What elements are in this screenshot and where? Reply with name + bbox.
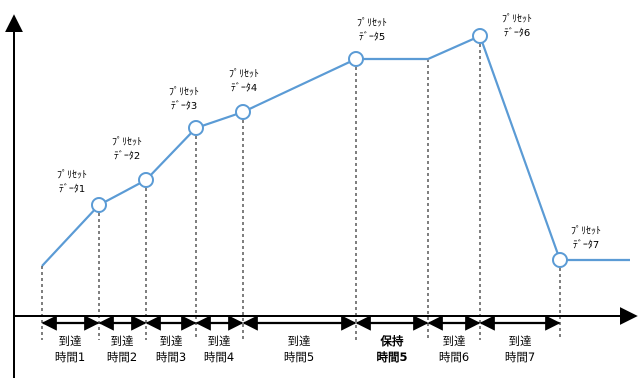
preset-label-top: ﾌﾟﾘｾｯﾄ bbox=[169, 86, 199, 98]
preset-marker-4 bbox=[235, 104, 251, 120]
preset-label-bottom: ﾃﾞｰﾀ1 bbox=[59, 183, 85, 195]
interval-label-top: 到達 bbox=[160, 334, 183, 348]
interval-label-bottom: 時間6 bbox=[439, 350, 469, 364]
profile-line bbox=[41, 34, 630, 267]
interval-label-bottom: 時間1 bbox=[55, 350, 85, 364]
preset-label-top: ﾌﾟﾘｾｯﾄ bbox=[502, 13, 532, 25]
preset-label-bottom: ﾃﾞｰﾀ4 bbox=[231, 82, 257, 94]
preset-label-bottom: ﾃﾞｰﾀ3 bbox=[171, 100, 197, 112]
preset-marker-5 bbox=[348, 51, 364, 67]
interval-label-top: 到達 bbox=[208, 334, 231, 348]
interval-label-bottom: 時間4 bbox=[204, 350, 234, 364]
interval-label-top: 到達 bbox=[509, 334, 532, 348]
preset-label-top: ﾌﾟﾘｾｯﾄ bbox=[357, 17, 387, 29]
preset-label-bottom: ﾃﾞｰﾀ7 bbox=[573, 239, 599, 251]
preset-label-bottom: ﾃﾞｰﾀ2 bbox=[114, 150, 140, 162]
preset-label-bottom: ﾃﾞｰﾀ6 bbox=[504, 27, 530, 39]
interval-label-top: 到達 bbox=[59, 334, 82, 348]
preset-label-top: ﾌﾟﾘｾｯﾄ bbox=[571, 225, 601, 237]
interval-label-top: 到達 bbox=[111, 334, 134, 348]
interval-label-bottom: 時間7 bbox=[505, 350, 535, 364]
preset-marker-1 bbox=[91, 197, 107, 213]
preset-markers bbox=[91, 28, 568, 268]
preset-label-top: ﾌﾟﾘｾｯﾄ bbox=[57, 169, 87, 181]
interval-label-bottom: 時間5 bbox=[376, 350, 407, 364]
preset-marker-2 bbox=[138, 172, 154, 188]
preset-marker-8 bbox=[552, 252, 568, 268]
preset-label-top: ﾌﾟﾘｾｯﾄ bbox=[229, 68, 259, 80]
interval-label-bottom: 時間2 bbox=[107, 350, 137, 364]
interval-label-bottom: 時間3 bbox=[156, 350, 186, 364]
interval-label-top: 保持 bbox=[380, 334, 404, 348]
preset-label-top: ﾌﾟﾘｾｯﾄ bbox=[112, 136, 142, 148]
preset-marker-3 bbox=[188, 120, 204, 136]
interval-label-top: 到達 bbox=[288, 334, 311, 348]
preset-label-bottom: ﾃﾞｰﾀ5 bbox=[359, 31, 385, 43]
preset-marker-7 bbox=[472, 28, 488, 44]
interval-label-bottom: 時間5 bbox=[284, 350, 314, 364]
preset-labels: ﾌﾟﾘｾｯﾄ ﾃﾞｰﾀ1 ﾌﾟﾘｾｯﾄ ﾃﾞｰﾀ2 ﾌﾟﾘｾｯﾄ ﾃﾞｰﾀ3 ﾌﾟﾘｾｯﾄ ﾃ… bbox=[57, 13, 601, 251]
guide-lines bbox=[41, 44, 561, 340]
interval-label-top: 到達 bbox=[443, 334, 466, 348]
